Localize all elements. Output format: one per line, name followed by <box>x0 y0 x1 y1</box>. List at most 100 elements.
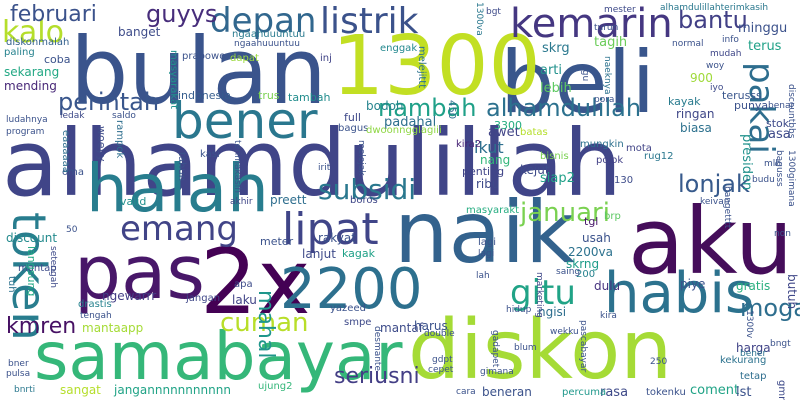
word: mudah <box>710 49 742 59</box>
word: kalo <box>2 15 64 50</box>
word: beneran <box>482 385 532 399</box>
word: pakai <box>741 62 781 154</box>
word: lagi <box>478 237 497 248</box>
word: lah <box>476 271 490 281</box>
word: pas <box>74 230 205 316</box>
word: tuh <box>6 276 17 293</box>
word: cepet <box>428 365 454 375</box>
word: 200 <box>576 269 596 280</box>
word: padahal <box>384 115 437 130</box>
word: mlh <box>764 159 781 169</box>
word: info <box>722 35 739 45</box>
word: tagih <box>594 35 628 50</box>
word: harus <box>414 319 448 333</box>
word: ngewarrr <box>102 289 157 303</box>
word: skrng <box>566 257 600 271</box>
word: desmante <box>372 326 382 371</box>
word: lonjak <box>678 170 750 198</box>
word: 1300v <box>744 310 754 339</box>
word: terus <box>748 39 782 54</box>
word: budu <box>752 175 775 185</box>
word: 3300 <box>494 119 522 132</box>
word: bagus <box>338 123 369 134</box>
word: samabayar <box>34 318 403 395</box>
word: terimakasih <box>232 140 242 194</box>
word: dulu <box>594 279 621 293</box>
word: nambah <box>378 94 477 122</box>
word: biasa <box>680 121 712 135</box>
word: mester <box>604 5 636 15</box>
word: seriusni <box>334 364 420 389</box>
word: non <box>774 229 791 239</box>
word: stok <box>766 117 790 130</box>
word: eaaaaaa <box>60 130 71 173</box>
word: paling <box>4 47 35 58</box>
word: kemarin <box>510 1 673 47</box>
word: skrg <box>542 41 570 56</box>
word: preett <box>270 193 307 207</box>
word: bantu <box>678 6 748 34</box>
word: bulan <box>70 18 327 125</box>
word: kayak <box>668 95 701 108</box>
word: minggu <box>738 21 788 36</box>
word: kejut <box>520 163 550 177</box>
word: drastis <box>78 299 112 310</box>
word: ikut <box>474 138 504 157</box>
word: coment <box>690 383 740 398</box>
word: ujung2 <box>258 381 293 392</box>
word: lanjut <box>302 247 336 261</box>
word: bgt <box>486 7 501 17</box>
word: hidup <box>506 305 532 315</box>
word: discount <box>6 231 58 245</box>
word: alhamdulilah <box>486 94 642 122</box>
word: tetap <box>740 371 767 382</box>
word: kasi <box>200 149 220 160</box>
word: jangannnnnnnnnnn <box>114 383 231 397</box>
word: guyys <box>146 0 218 28</box>
word: dwoonngglagiii <box>366 125 442 136</box>
word: akhir <box>230 197 253 207</box>
word: prabowo <box>182 51 226 62</box>
word: langsung <box>25 246 38 297</box>
word: gadapet <box>490 330 500 368</box>
word: enggak <box>380 43 418 54</box>
word: 1300 <box>332 19 541 114</box>
word: bangetttt <box>722 186 732 229</box>
word: full <box>344 111 361 124</box>
word: januari <box>520 198 610 228</box>
word: kira2 <box>456 139 482 150</box>
word: cuman <box>220 308 309 338</box>
word: bodoh <box>366 99 404 113</box>
word: lebih <box>540 81 572 96</box>
word: asa <box>768 127 791 142</box>
word: normal <box>672 39 704 49</box>
word: diskon <box>408 303 673 398</box>
word: emang <box>120 209 239 249</box>
word: brp <box>604 211 621 222</box>
word: irit <box>318 163 331 173</box>
word: gdpt <box>432 355 453 365</box>
word: tengah <box>80 311 112 321</box>
word: tokenku <box>646 387 686 398</box>
word: blum <box>514 343 537 353</box>
word: diskonmalah <box>6 37 70 48</box>
word: gitu <box>510 273 576 313</box>
word: marketing <box>534 272 544 318</box>
word: 130 <box>614 175 634 186</box>
word: bener <box>740 349 767 359</box>
word: harga <box>736 341 771 355</box>
word: 1300va <box>474 2 484 36</box>
word: alhamdulillahterimkasih <box>660 3 769 13</box>
word: kira <box>600 311 617 321</box>
word: bngt <box>770 339 791 349</box>
word: iyo <box>710 83 724 93</box>
word: melejittt <box>416 46 427 89</box>
word: percuma <box>562 387 607 398</box>
word: gmn <box>776 380 787 400</box>
word: mungkin <box>580 139 624 150</box>
word: smpe <box>344 317 372 328</box>
word: mahal <box>253 290 278 359</box>
word: beli <box>500 33 656 133</box>
word: punya <box>734 99 769 112</box>
